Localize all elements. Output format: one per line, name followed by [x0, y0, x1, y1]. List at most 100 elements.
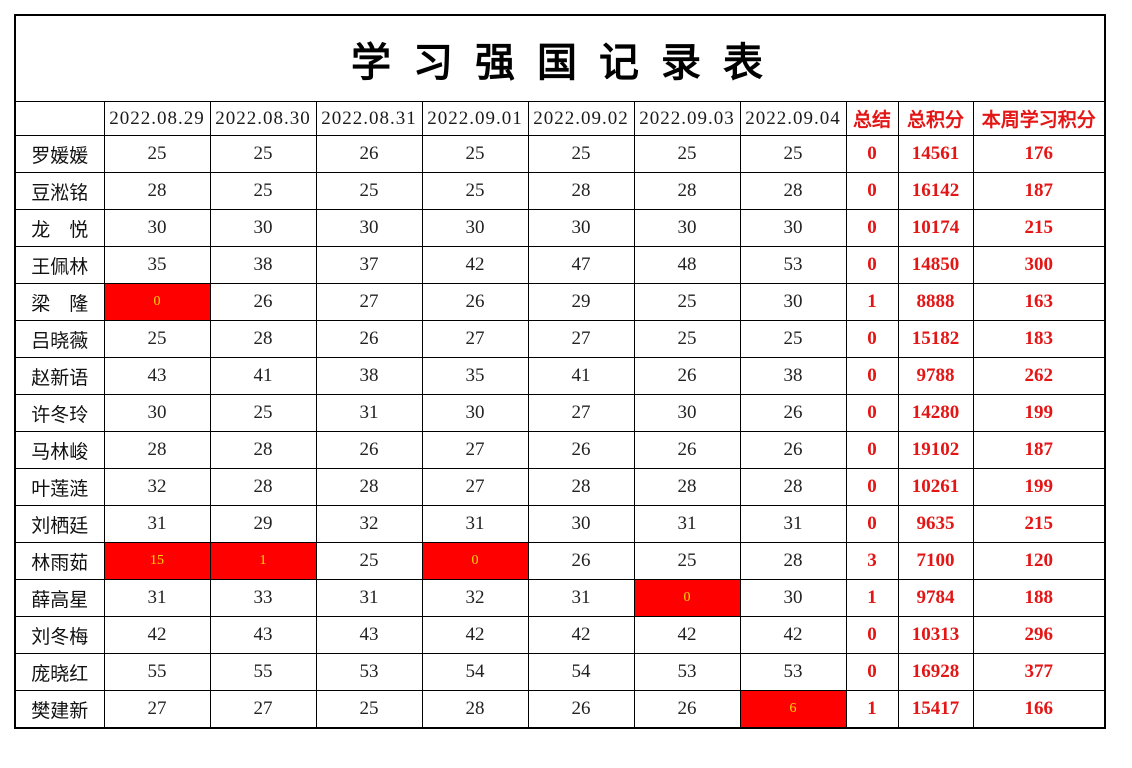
daily-score: 26	[527, 542, 635, 580]
daily-score: 25	[315, 542, 423, 580]
student-name: 薛高星	[14, 579, 105, 617]
week-points: 188	[972, 579, 1106, 617]
daily-score: 38	[739, 357, 847, 395]
student-name: 罗媛媛	[14, 135, 105, 173]
daily-score: 28	[421, 690, 529, 729]
column-header-date-4: 2022.09.01	[421, 101, 529, 136]
daily-score: 30	[527, 505, 635, 543]
daily-score: 31	[103, 505, 211, 543]
daily-score: 53	[633, 653, 741, 691]
daily-score: 30	[103, 209, 211, 247]
daily-score: 31	[633, 505, 741, 543]
daily-score: 43	[315, 616, 423, 654]
student-name: 吕晓薇	[14, 320, 105, 358]
daily-score: 54	[527, 653, 635, 691]
daily-score: 28	[739, 542, 847, 580]
student-name: 豆淞铭	[14, 172, 105, 210]
daily-score: 27	[527, 320, 635, 358]
summary-count: 0	[845, 616, 899, 654]
daily-score: 25	[315, 172, 423, 210]
daily-score: 26	[633, 431, 741, 469]
student-name: 刘栖廷	[14, 505, 105, 543]
total-points: 14280	[897, 394, 974, 432]
daily-score: 30	[315, 209, 423, 247]
daily-score: 25	[103, 320, 211, 358]
total-points: 15417	[897, 690, 974, 729]
daily-score: 26	[527, 431, 635, 469]
total-points: 9784	[897, 579, 974, 617]
daily-score: 28	[209, 431, 317, 469]
total-points: 7100	[897, 542, 974, 580]
student-name: 许冬玲	[14, 394, 105, 432]
total-points: 16928	[897, 653, 974, 691]
daily-score-flagged: 0	[633, 579, 741, 617]
daily-score: 26	[739, 431, 847, 469]
student-name: 梁 隆	[14, 283, 105, 321]
summary-count: 0	[845, 209, 899, 247]
daily-score: 30	[739, 283, 847, 321]
record-table: 学 习 强 国 记 录 表 2022.08.29 2022.08.30 2022…	[14, 14, 1107, 729]
daily-score: 26	[527, 690, 635, 729]
daily-score: 29	[209, 505, 317, 543]
summary-count: 0	[845, 246, 899, 284]
daily-score: 42	[739, 616, 847, 654]
week-points: 199	[972, 394, 1106, 432]
column-header-date-1: 2022.08.29	[103, 101, 211, 136]
summary-count: 0	[845, 394, 899, 432]
daily-score: 27	[209, 690, 317, 729]
table-row: 赵新语 43 41 38 35 41 26 38 0 9788 262	[14, 357, 1106, 395]
table-row: 豆淞铭 28 25 25 25 28 28 28 0 16142 187	[14, 172, 1106, 210]
table-row: 樊建新 27 27 25 28 26 26 6 1 15417 166	[14, 690, 1106, 729]
daily-score: 28	[527, 468, 635, 506]
column-header-date-7: 2022.09.04	[739, 101, 847, 136]
daily-score: 25	[633, 135, 741, 173]
daily-score: 30	[633, 394, 741, 432]
daily-score: 54	[421, 653, 529, 691]
column-header-summary: 总结	[845, 101, 899, 136]
summary-count: 0	[845, 431, 899, 469]
daily-score: 53	[739, 246, 847, 284]
daily-score: 26	[739, 394, 847, 432]
daily-score: 30	[739, 209, 847, 247]
total-points: 14561	[897, 135, 974, 173]
daily-score-flagged: 0	[103, 283, 211, 321]
daily-score: 25	[527, 135, 635, 173]
daily-score: 25	[103, 135, 211, 173]
daily-score-flagged: 6	[739, 690, 847, 729]
daily-score: 27	[103, 690, 211, 729]
week-points: 300	[972, 246, 1106, 284]
total-points: 10261	[897, 468, 974, 506]
daily-score: 27	[527, 394, 635, 432]
daily-score: 43	[103, 357, 211, 395]
table-row: 许冬玲 30 25 31 30 27 30 26 0 14280 199	[14, 394, 1106, 432]
daily-score: 53	[739, 653, 847, 691]
total-points: 19102	[897, 431, 974, 469]
daily-score: 31	[315, 394, 423, 432]
daily-score: 25	[739, 320, 847, 358]
daily-score: 32	[103, 468, 211, 506]
daily-score: 25	[209, 394, 317, 432]
summary-count: 0	[845, 172, 899, 210]
daily-score: 28	[527, 172, 635, 210]
daily-score: 28	[633, 172, 741, 210]
daily-score: 25	[209, 172, 317, 210]
column-header-date-6: 2022.09.03	[633, 101, 741, 136]
summary-count: 1	[845, 690, 899, 729]
column-header-week-points: 本周学习积分	[972, 101, 1106, 136]
week-points: 187	[972, 172, 1106, 210]
daily-score: 25	[739, 135, 847, 173]
spreadsheet-view: 学 习 强 国 记 录 表 2022.08.29 2022.08.30 2022…	[14, 14, 1107, 729]
page-title: 学 习 强 国 记 录 表	[14, 14, 1106, 102]
daily-score: 26	[315, 135, 423, 173]
daily-score: 28	[739, 172, 847, 210]
daily-score: 38	[315, 357, 423, 395]
summary-count: 3	[845, 542, 899, 580]
total-points: 8888	[897, 283, 974, 321]
daily-score: 31	[527, 579, 635, 617]
daily-score: 25	[421, 172, 529, 210]
daily-score: 48	[633, 246, 741, 284]
week-points: 163	[972, 283, 1106, 321]
student-name: 王佩林	[14, 246, 105, 284]
daily-score: 26	[633, 690, 741, 729]
daily-score: 32	[421, 579, 529, 617]
